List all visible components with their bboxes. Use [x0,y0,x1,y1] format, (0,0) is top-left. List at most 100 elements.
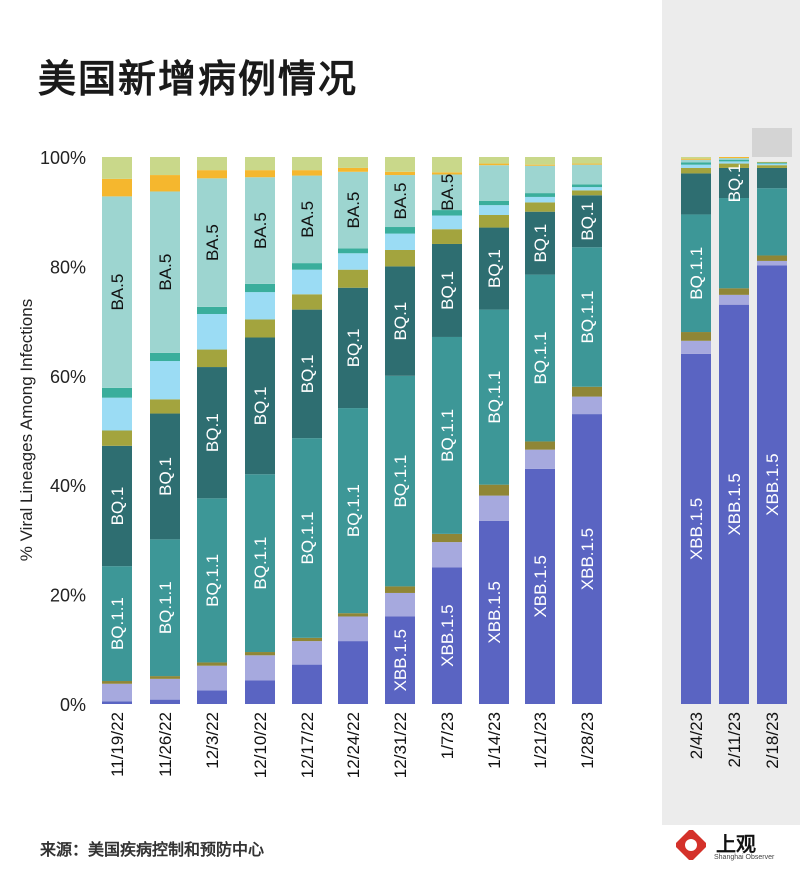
x-tick-label: 12/3/22 [203,712,222,769]
bar-segment [525,165,555,194]
bar-segment [197,498,227,663]
x-tick-label: 1/28/23 [578,712,597,769]
bar-segment [385,266,415,376]
bar-segment [681,158,711,160]
bar-segment [432,174,462,211]
bar-segment [572,414,602,704]
bar-segment [197,178,227,307]
y-tick-label: 100% [40,148,86,168]
bar-segment [197,367,227,499]
bar-segment [245,157,275,171]
bar-data-label: XBB.1.5 [391,629,410,691]
bar-segment [338,641,368,704]
bar-data-label: BQ.1 [344,329,363,368]
logo: 上观 Shanghai Observer [676,826,796,876]
bar-data-label: BA.5 [438,174,457,211]
bar-segment [719,163,749,168]
bar-segment [197,306,227,314]
bar-segment [338,253,368,270]
y-tick-label: 20% [50,586,86,606]
bar-segment [757,167,787,189]
y-tick-label: 60% [50,367,86,387]
bar-segment [150,413,180,540]
bar-segment [245,680,275,704]
bar-data-label: BQ.1.1 [203,554,222,607]
bar-segment [102,178,132,197]
bar-segment [292,175,322,264]
bar-segment [385,227,415,234]
bar-segment [385,249,415,267]
bar-data-label: BA.5 [156,254,175,291]
bar-data-label: BQ.1 [156,457,175,496]
bar-segment [719,159,749,162]
bar-segment [681,173,711,215]
bar-segment [292,269,322,295]
bar-segment [245,337,275,475]
bar-segment [681,332,711,341]
bar-segment [338,171,368,249]
bar-segment [385,586,415,593]
bar-segment [479,163,509,166]
bar-data-label: BQ.1 [203,413,222,452]
bar-segment [525,441,555,450]
bar-segment [432,567,462,704]
bar-segment [197,690,227,704]
x-tick-label: 1/14/23 [485,712,504,769]
bar-segment [572,163,602,165]
x-tick-label: 12/17/22 [298,712,317,778]
bar-segment [385,171,415,176]
bar-segment [479,309,509,485]
bar-segment [102,196,132,388]
bar-segment [479,200,509,206]
bar-segment [292,664,322,704]
bar-data-label: BQ.1 [485,249,504,288]
bar-segment [432,336,462,534]
bar-segment [150,352,180,362]
x-tick-label: 12/31/22 [391,712,410,778]
bar-segment [681,164,711,168]
bar-segment [681,340,711,354]
bar-data-label: BQ.1.1 [156,581,175,634]
bar-segment [150,191,180,353]
bar-segment [338,167,368,172]
bar-data-label: BA.5 [391,183,410,220]
bar-segment [719,161,749,164]
bar-data-label: BQ.1.1 [438,409,457,462]
bar-segment [572,190,602,196]
bar-data-label: XBB.1.5 [531,555,550,617]
bar-segment [525,274,555,442]
bar-segment [681,157,711,159]
bar-segment [338,269,368,288]
bar-segment [432,243,462,337]
bar-segment [292,637,322,642]
bar-segment [525,157,555,165]
bar-segment [572,187,602,191]
y-tick-label: 80% [50,257,86,277]
logo-mark-icon [676,830,706,860]
bar-data-label: BQ.1.1 [108,597,127,650]
bar-segment [757,162,787,164]
bar-segment [292,309,322,439]
bar-data-label: BA.5 [108,274,127,311]
bar-data-label: BQ.1 [578,202,597,241]
bar-segment [245,655,275,681]
bar-segment [681,159,711,163]
bar-data-label: BQ.1 [725,164,744,203]
bar-segment [757,161,787,163]
bar-segment [681,167,711,174]
page-title: 美国新增病例情况 [38,57,359,101]
bar-data-label: BQ.1.1 [391,455,410,508]
bar-segment [572,247,602,387]
bar-segment [525,211,555,275]
bar-segment [479,520,509,704]
bar-segment [102,681,132,684]
bar-segment [525,164,555,166]
bar-data-label: BA.5 [344,192,363,229]
bar-segment [525,202,555,212]
bar-segment [719,157,749,159]
bar-data-label: BQ.1 [391,302,410,341]
bar-segment [525,449,555,469]
bar-data-label: XBB.1.5 [763,453,782,515]
bar-data-label: BQ.1.1 [298,512,317,565]
bar-segment [432,542,462,568]
